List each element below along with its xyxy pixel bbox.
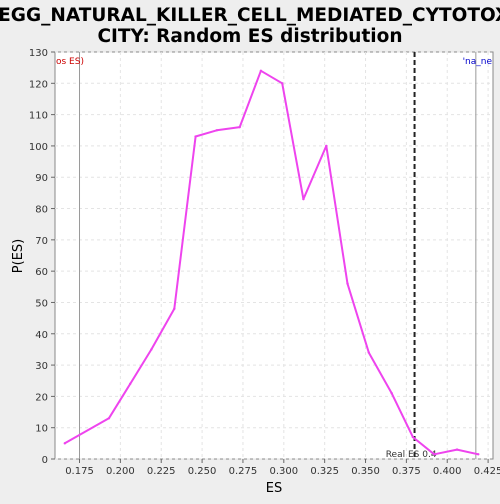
series-point bbox=[238, 125, 241, 129]
series-point bbox=[194, 135, 197, 138]
y-tick-label: 30 bbox=[35, 361, 48, 372]
y-tick-label: 0 bbox=[42, 455, 48, 466]
x-tick-label: 0.425 bbox=[474, 466, 500, 477]
y-tick-label: 50 bbox=[35, 298, 48, 309]
x-tick-label: 0.200 bbox=[106, 466, 135, 477]
y-tick-label: 100 bbox=[29, 142, 48, 153]
series-point bbox=[432, 453, 436, 456]
x-tick-label: 0.225 bbox=[147, 466, 176, 477]
reference-line-label: os ES) bbox=[56, 57, 84, 67]
chart-title-line1: KEGG_NATURAL_KILLER_CELL_MEDIATED_CYTOTO… bbox=[0, 5, 500, 26]
series-point bbox=[128, 382, 132, 386]
plot-area bbox=[54, 51, 494, 460]
reference-line-label: 'na_ne bbox=[463, 57, 493, 67]
x-tick-label: 0.400 bbox=[433, 466, 462, 477]
y-tick-label: 40 bbox=[35, 330, 48, 341]
series-point bbox=[325, 144, 328, 148]
y-tick-label: 90 bbox=[35, 173, 48, 184]
series-point bbox=[390, 392, 393, 395]
reference-line-label: Real ES 0.4 bbox=[386, 450, 437, 460]
series-point bbox=[346, 282, 349, 285]
series-point bbox=[173, 307, 176, 310]
y-tick-label: 10 bbox=[35, 424, 48, 435]
y-tick-label: 110 bbox=[29, 111, 48, 122]
reference-lines: os ES) 'na_ne Real ES 0.4 bbox=[56, 52, 492, 460]
y-tick-label: 120 bbox=[29, 79, 48, 90]
x-tick-label: 0.275 bbox=[229, 466, 258, 477]
x-tick-label: 0.300 bbox=[269, 466, 298, 477]
y-axis-label: P(ES) bbox=[11, 239, 26, 273]
series-point bbox=[411, 435, 415, 439]
x-tick-label: 0.375 bbox=[392, 466, 421, 477]
y-tick-label: 130 bbox=[29, 48, 48, 59]
y-tick-label: 70 bbox=[35, 236, 48, 247]
x-tick-label: 0.350 bbox=[351, 466, 380, 477]
y-tick-label: 80 bbox=[35, 205, 48, 216]
series-point bbox=[302, 197, 305, 201]
series-point bbox=[63, 442, 67, 445]
axis-layer: 0 10 20 30 40 50 60 70 80 90 100 110 120 130 0.175 0.20… bbox=[29, 48, 500, 477]
x-tick-label: 0.175 bbox=[65, 466, 94, 477]
series-point bbox=[455, 448, 459, 451]
series-point bbox=[477, 453, 480, 456]
series-point bbox=[259, 69, 263, 72]
series-point bbox=[215, 129, 218, 132]
y-tick-label: 60 bbox=[35, 267, 48, 278]
y-tick-label: 20 bbox=[35, 392, 48, 403]
series-layer bbox=[63, 69, 480, 456]
series-point bbox=[280, 82, 284, 85]
x-axis-label: ES bbox=[266, 481, 282, 496]
series-point bbox=[150, 348, 153, 351]
x-tick-label: 0.325 bbox=[310, 466, 339, 477]
series-point bbox=[367, 351, 370, 354]
series-point bbox=[107, 417, 111, 420]
x-tick-label: 0.250 bbox=[188, 466, 217, 477]
chart-title-line2: CITY: Random ES distribution bbox=[97, 26, 402, 47]
